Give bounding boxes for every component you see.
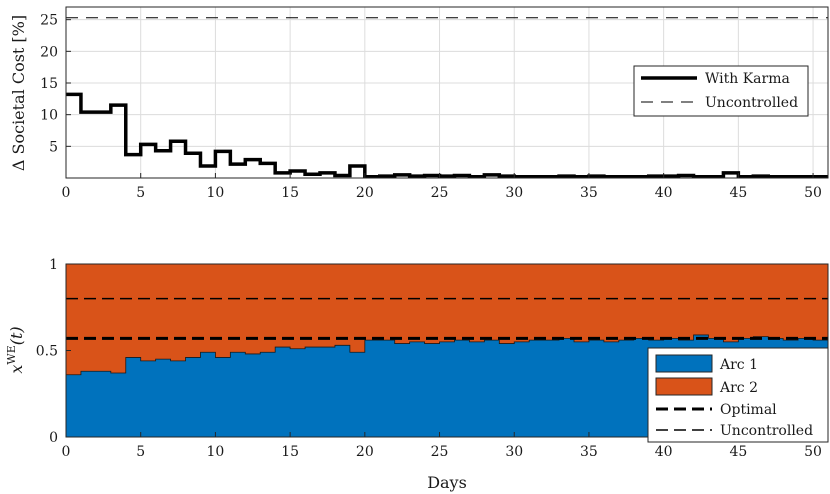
cost-y-label: Δ Societal Cost [%] [9, 15, 28, 171]
cost-y-tick-label: 15 [40, 76, 58, 92]
flow-x-label: Days [427, 473, 467, 492]
cost-x-tick-label: 45 [729, 185, 747, 201]
legend-label-arc2: Arc 2 [719, 380, 758, 396]
cost-y-tick-label: 10 [40, 108, 58, 124]
flow-x-tick-label: 10 [206, 444, 224, 460]
cost-x-tick-label: 35 [580, 185, 598, 201]
cost-y-tick-label: 25 [40, 13, 58, 29]
cost-x-tick-label: 20 [356, 185, 374, 201]
flow-x-ticks: 0 5 10 15 20 25 30 35 40 45 50 [62, 432, 822, 460]
with-karma-line [66, 92, 828, 179]
flow-x-tick-label: 30 [505, 444, 523, 460]
cost-legend: With Karma Uncontrolled [633, 65, 809, 117]
legend-label-with-karma: With Karma [705, 71, 790, 87]
flow-y-tick-label: 0.5 [36, 344, 58, 360]
cost-x-tick-label: 40 [655, 185, 673, 201]
flow-x-tick-label: 45 [729, 444, 747, 460]
cost-x-tick-label: 0 [62, 185, 71, 201]
cost-x-tick-label: 10 [206, 185, 224, 201]
arc1-area [65, 334, 829, 438]
legend-swatch-arc2 [655, 377, 713, 396]
flow-y-tick-label: 0 [49, 430, 58, 446]
cost-axes-frame [65, 6, 829, 179]
legend-label-optimal: Optimal [720, 402, 777, 418]
cost-x-tick-label: 15 [281, 185, 299, 201]
cost-x-tick-label: 30 [505, 185, 523, 201]
cost-x-ticks: 0 5 10 15 20 25 30 35 40 45 50 [62, 173, 822, 201]
flow-x-tick-label: 5 [136, 444, 145, 460]
cost-legend-box [633, 65, 809, 117]
cost-y-tick-label: 20 [40, 44, 58, 60]
cost-y-ticks: 5 10 15 20 25 [40, 13, 71, 155]
flow-x-tick-label: 40 [655, 444, 673, 460]
cost-chart: 0 5 10 15 20 25 30 35 40 45 50 5 10 15 20 25 Δ Societa… [9, 6, 829, 201]
flow-x-tick-label: 50 [804, 444, 822, 460]
flow-series [65, 297, 829, 438]
cost-y-tick-label: 5 [49, 139, 58, 155]
flow-chart: 0 5 10 15 20 25 30 35 40 45 50 00.51 Days xWE(t) A… [5, 257, 829, 492]
flow-y-label: xWE(t) [5, 326, 26, 373]
legend-label-arc1: Arc 1 [719, 357, 758, 373]
cost-x-tick-label: 5 [136, 185, 145, 201]
cost-x-tick-label: 50 [804, 185, 822, 201]
flow-x-tick-label: 0 [62, 444, 71, 460]
legend-label-uncontrolled-2: Uncontrolled [720, 423, 813, 439]
cost-series [66, 17, 828, 179]
legend-swatch-arc1 [655, 354, 713, 373]
flow-y-ticks: 00.51 [36, 257, 71, 446]
cost-x-tick-label: 25 [431, 185, 449, 201]
flow-x-tick-label: 20 [356, 444, 374, 460]
legend-label-uncontrolled: Uncontrolled [705, 95, 798, 111]
flow-x-tick-label: 35 [580, 444, 598, 460]
flow-x-tick-label: 25 [431, 444, 449, 460]
flow-y-tick-label: 1 [49, 257, 58, 273]
flow-x-tick-label: 15 [281, 444, 299, 460]
flow-legend: Arc 1 Arc 2 Optimal Uncontrolled [647, 347, 829, 443]
